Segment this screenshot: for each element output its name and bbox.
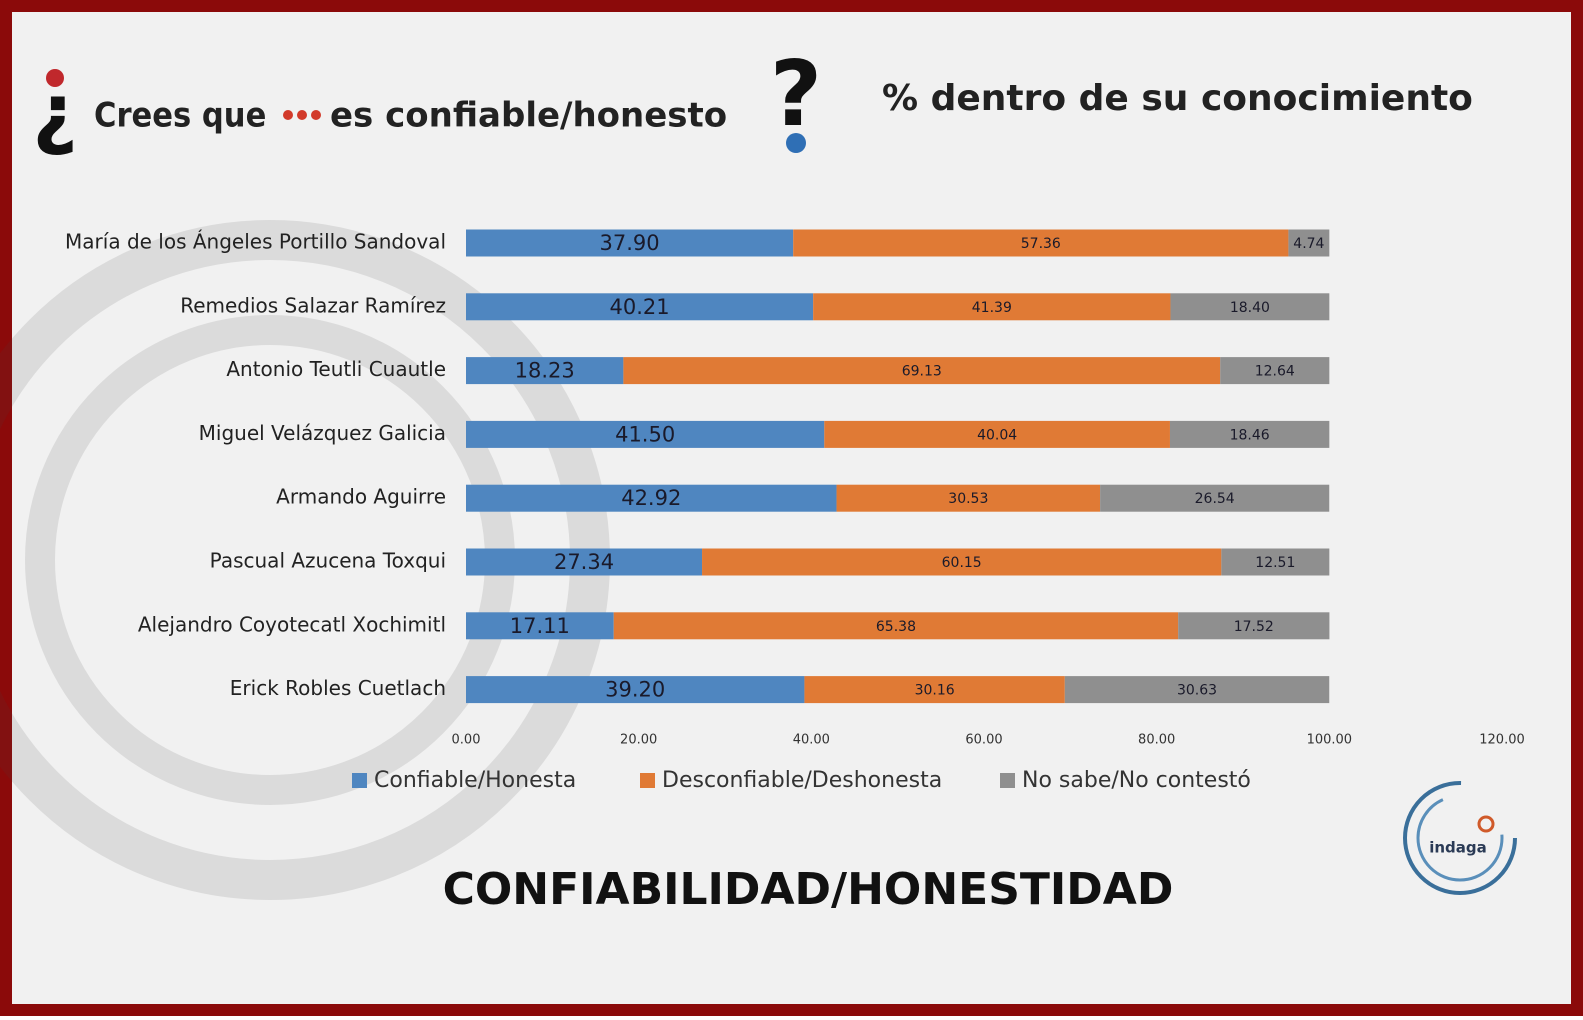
value-label: 12.64 [1255, 364, 1295, 380]
value-label: 69.13 [902, 364, 942, 380]
bar-segment [466, 612, 614, 640]
value-label: 12.51 [1255, 555, 1295, 571]
legend-label: Desconfiable/Deshonesta [662, 768, 942, 793]
value-label: 60.15 [942, 555, 982, 571]
value-label: 40.04 [977, 427, 1017, 443]
bar-segment [836, 484, 1101, 512]
value-label: 17.52 [1234, 619, 1274, 635]
category-label: Miguel Velázquez Galicia [199, 421, 446, 445]
x-tick-label: 60.00 [965, 733, 1002, 748]
bar-segment [1170, 293, 1330, 321]
legend-label: No sabe/No contestó [1022, 768, 1251, 793]
value-label: 18.23 [515, 359, 575, 383]
bar-segment [466, 676, 805, 704]
x-tick-label: 120.00 [1479, 733, 1525, 748]
category-label: Antonio Teutli Cuautle [226, 357, 446, 381]
category-label: Erick Robles Cuetlach [230, 676, 446, 700]
value-label: 37.90 [600, 231, 660, 255]
legend-label: Confiable/Honesta [374, 768, 576, 793]
header-text: Crees que [94, 96, 266, 136]
bar-segment [466, 484, 837, 512]
bar-segment [466, 229, 794, 257]
category-label: Armando Aguirre [276, 485, 446, 509]
value-label: 4.74 [1293, 236, 1324, 252]
value-label: 30.16 [915, 683, 955, 699]
question-open: ¿ [32, 68, 77, 158]
value-label: 30.63 [1177, 683, 1217, 699]
bar-segment [466, 293, 814, 321]
bar-segment [466, 357, 624, 385]
value-label: 41.50 [615, 422, 675, 446]
bar-segment [804, 676, 1065, 704]
x-tick-label: 20.00 [620, 733, 657, 748]
x-tick-label: 0.00 [452, 733, 481, 748]
value-label: 42.92 [621, 486, 681, 510]
icon-dot [786, 133, 806, 153]
bar-segment [1221, 548, 1330, 576]
header-text: es confiable/honesto [330, 96, 727, 136]
value-label: 39.20 [605, 678, 665, 702]
bar-segment [1100, 484, 1330, 512]
logo: indaga [1403, 781, 1517, 895]
value-label: 65.38 [876, 619, 916, 635]
chart-title: CONFIABILIDAD/HONESTIDAD [443, 864, 1174, 915]
value-label: 18.46 [1230, 427, 1270, 443]
logo-text: indaga [1429, 839, 1487, 857]
bar-segment [466, 420, 825, 448]
value-label: 30.53 [948, 491, 988, 507]
header-text: % dentro de su conocimiento [882, 78, 1473, 119]
dots [283, 110, 321, 120]
x-tick-label: 100.00 [1307, 733, 1353, 748]
legend-swatch [352, 773, 367, 788]
bar-segment [793, 229, 1289, 257]
bar-segment [813, 293, 1171, 321]
value-label: 17.11 [510, 614, 570, 638]
bar-segment [702, 548, 1222, 576]
bar-segment [623, 357, 1221, 385]
bar-segment [1220, 357, 1330, 385]
value-label: 26.54 [1195, 491, 1235, 507]
bar-segment [1178, 612, 1330, 640]
bar-segment [1169, 420, 1330, 448]
category-label: María de los Ángeles Portillo Sandoval [65, 230, 446, 254]
question-close: ? [770, 42, 822, 147]
category-label: Remedios Salazar Ramírez [180, 293, 446, 317]
value-label: 57.36 [1021, 236, 1061, 252]
bar-segment [824, 420, 1170, 448]
value-label: 40.21 [610, 295, 670, 319]
category-label: Alejandro Coyotecatl Xochimitl [138, 612, 446, 636]
x-tick-label: 80.00 [1138, 733, 1175, 748]
value-label: 18.40 [1230, 300, 1270, 316]
bar-segment [466, 548, 703, 576]
bar-segment [1288, 229, 1330, 257]
x-tick-label: 40.00 [793, 733, 830, 748]
category-label: Pascual Azucena Toxqui [210, 549, 446, 573]
bar-segment [1064, 676, 1330, 704]
bar-segment [613, 612, 1179, 640]
legend-swatch [1000, 773, 1015, 788]
legend-swatch [640, 773, 655, 788]
value-label: 41.39 [972, 300, 1012, 316]
icon-dot [46, 69, 64, 87]
value-label: 27.34 [554, 550, 614, 574]
